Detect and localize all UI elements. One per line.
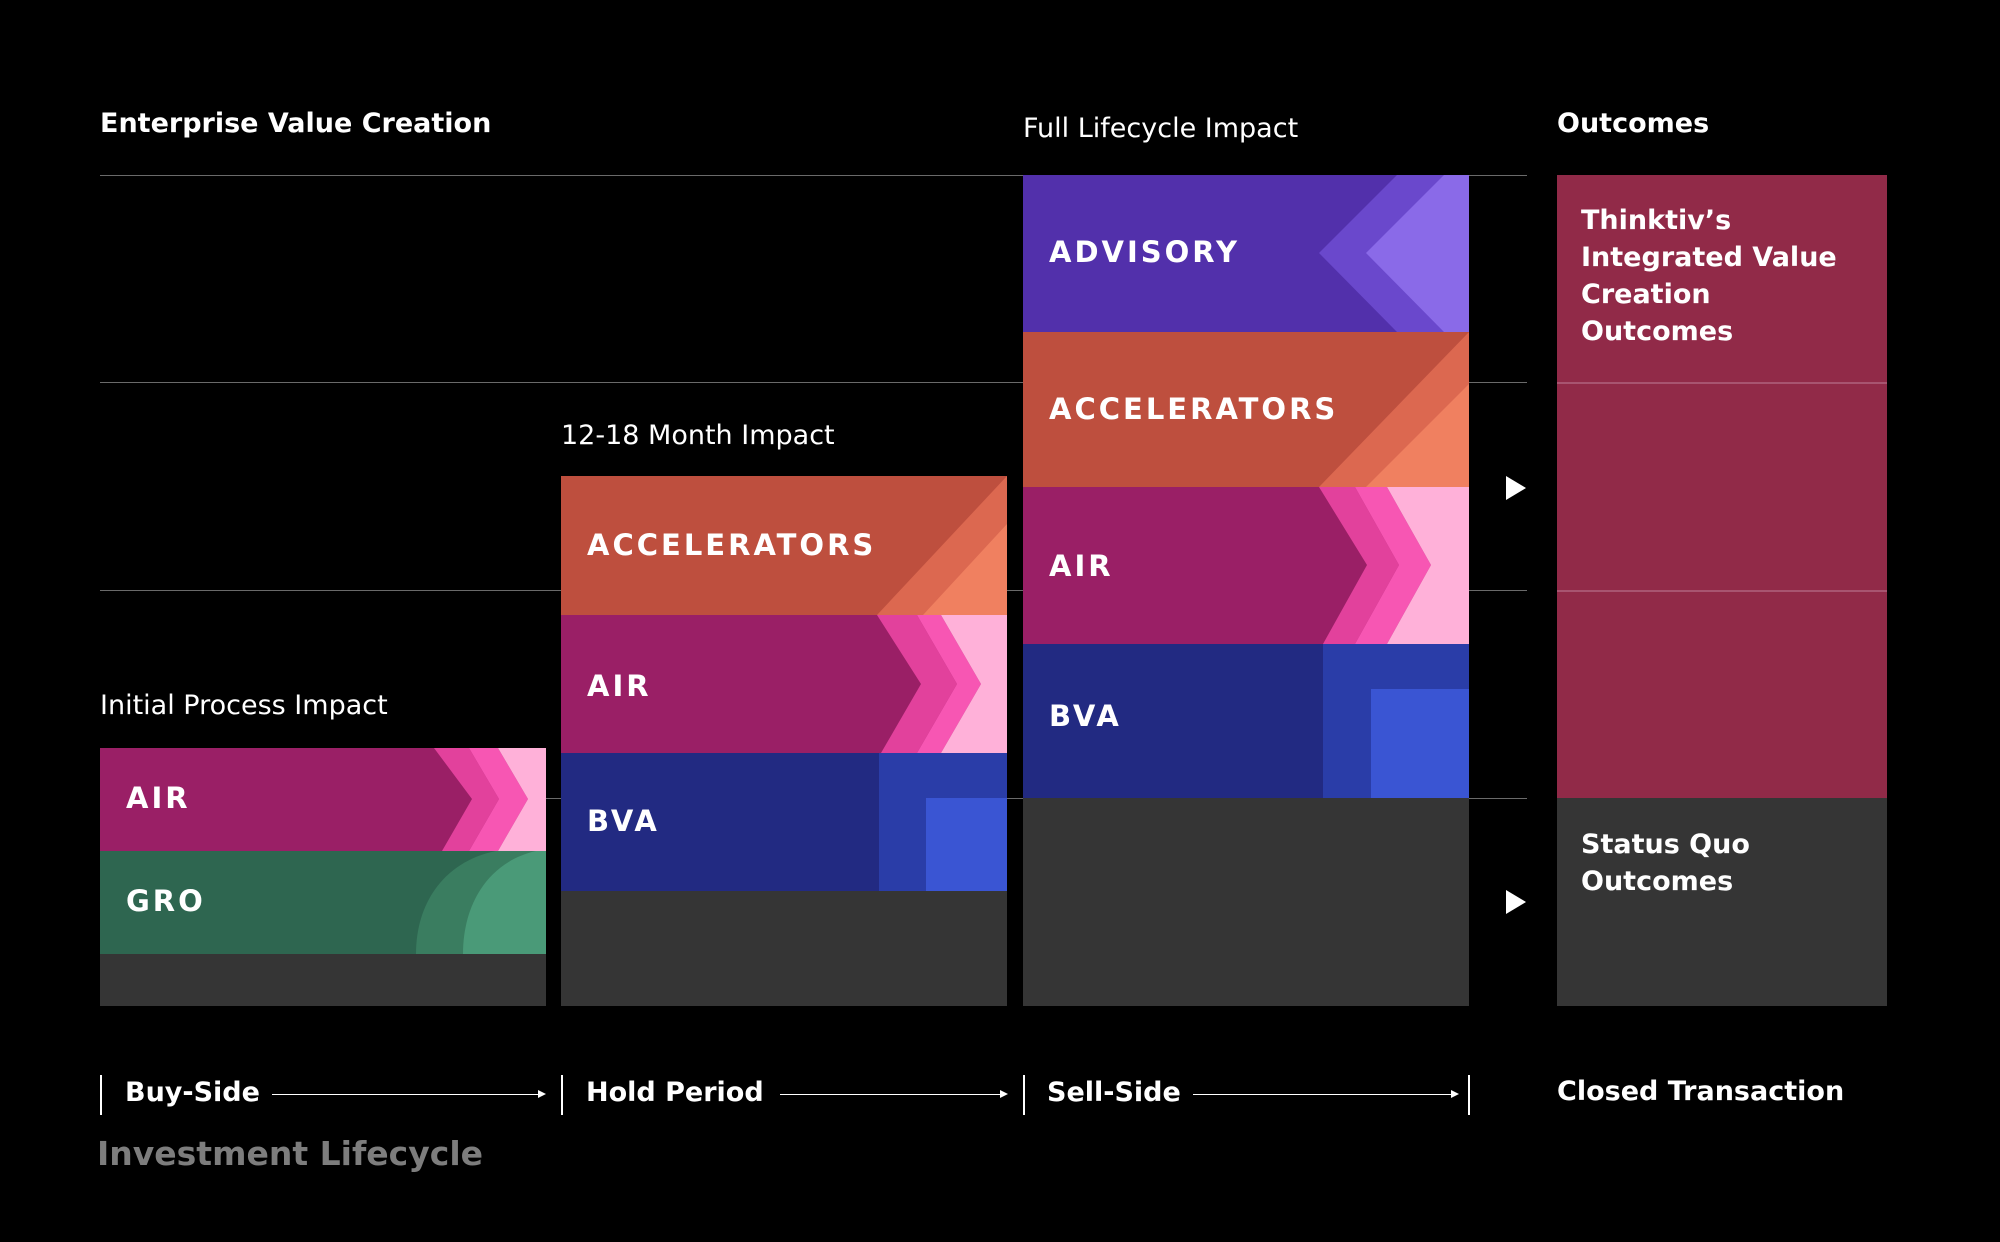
square-icon: [1323, 644, 1469, 798]
timeline-arrow: [1193, 1094, 1453, 1095]
chevron-icon: [434, 748, 546, 851]
stage-hold-period: Hold Period: [586, 1077, 764, 1108]
bva-block: BVA: [1023, 644, 1469, 798]
bva-label: BVA: [587, 804, 660, 838]
chevron-icon: [877, 615, 1007, 753]
status-quo-base: [1023, 798, 1469, 1006]
air-block: AIR: [1023, 487, 1469, 644]
arrow-head-icon: [538, 1090, 546, 1098]
status-quo-base: [561, 891, 1007, 1006]
accelerators-block: ACCELERATORS: [561, 476, 1007, 615]
accelerators-block: ACCELERATORS: [1023, 332, 1469, 487]
stage-buy-side: Buy-Side: [125, 1077, 260, 1108]
air-label: AIR: [126, 781, 191, 815]
stage-closed-transaction: Closed Transaction: [1557, 1076, 1845, 1107]
advisory-label: ADVISORY: [1049, 235, 1241, 269]
chevron-icon: [1319, 175, 1469, 332]
accelerators-label: ACCELERATORS: [1049, 392, 1339, 426]
advisory-block: ADVISORY: [1023, 175, 1469, 332]
accelerators-label: ACCELERATORS: [587, 528, 877, 562]
stage-tick: [100, 1075, 102, 1115]
stage-sell-side: Sell-Side: [1047, 1077, 1181, 1108]
play-arrow-icon: [1506, 476, 1526, 500]
air-label: AIR: [587, 669, 652, 703]
stage-tick: [561, 1075, 563, 1115]
gridline: [100, 382, 1527, 383]
status-quo-base: [100, 954, 546, 1006]
investment-lifecycle-label: Investment Lifecycle: [97, 1134, 484, 1173]
initial-impact-label: Initial Process Impact: [100, 690, 388, 721]
gridline: [100, 175, 1527, 176]
stage-tick: [1468, 1075, 1470, 1115]
triangle-icon: [1319, 332, 1469, 487]
chevron-icon: [1319, 487, 1469, 644]
bva-label: BVA: [1049, 699, 1122, 733]
integrated-outcomes-block: Thinktiv’s Integrated Value Creation Out…: [1557, 175, 1887, 798]
bva-block: BVA: [561, 753, 1007, 891]
arrow-head-icon: [1451, 1090, 1459, 1098]
enterprise-value-heading: Enterprise Value Creation: [100, 108, 492, 139]
play-arrow-icon: [1506, 890, 1526, 914]
triangle-icon: [877, 476, 1007, 615]
arrow-head-icon: [1000, 1090, 1008, 1098]
square-icon: [879, 753, 1007, 891]
stage-tick: [1023, 1075, 1025, 1115]
hold-period-column: ACCELERATORS AIR BVA: [561, 476, 1007, 1006]
sell-side-column: ADVISORY ACCELERATORS AIR BVA: [1023, 175, 1469, 1006]
buy-side-column: AIR GRO: [100, 748, 546, 1006]
gro-label: GRO: [126, 884, 206, 918]
outcome-divider: [1557, 382, 1887, 384]
month-impact-label: 12-18 Month Impact: [561, 420, 835, 451]
arc-icon: [416, 851, 546, 954]
timeline-arrow: [272, 1094, 540, 1095]
air-label: AIR: [1049, 549, 1114, 583]
air-block: AIR: [100, 748, 546, 851]
air-block: AIR: [561, 615, 1007, 753]
gro-block: GRO: [100, 851, 546, 954]
integrated-outcomes-label: Thinktiv’s Integrated Value Creation Out…: [1581, 205, 1837, 347]
full-lifecycle-label: Full Lifecycle Impact: [1023, 113, 1299, 144]
outcomes-heading: Outcomes: [1557, 108, 1710, 139]
status-quo-label: Status Quo Outcomes: [1581, 829, 1750, 897]
status-quo-outcomes-block: Status Quo Outcomes: [1557, 798, 1887, 1006]
timeline-arrow: [780, 1094, 1002, 1095]
outcome-divider: [1557, 590, 1887, 592]
